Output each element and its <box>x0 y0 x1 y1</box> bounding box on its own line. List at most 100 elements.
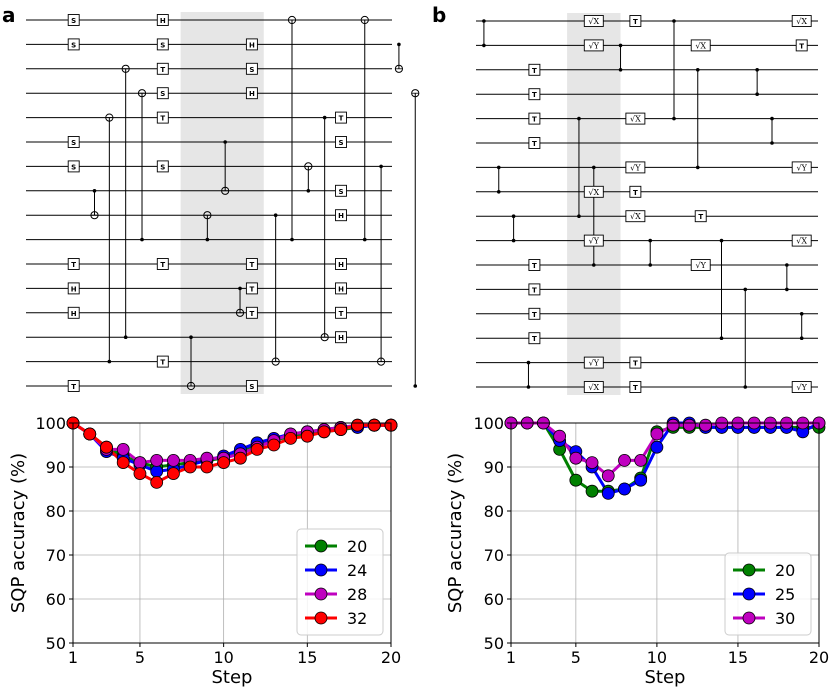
gate-box <box>583 185 604 198</box>
data-point-32 <box>317 425 331 439</box>
gate-label: T <box>250 310 255 318</box>
panel-label-a: a <box>2 3 16 27</box>
data-point-30 <box>650 427 664 441</box>
gate-box <box>528 332 541 345</box>
gate-label: H <box>338 285 344 293</box>
gate-box <box>67 380 80 392</box>
gate-label: √Y <box>589 41 600 50</box>
gate-label: T <box>532 91 537 99</box>
y-tick-label: 100 <box>35 414 66 433</box>
gate-label: T <box>160 261 165 269</box>
x-tick-label: 20 <box>809 648 829 667</box>
data-point-32 <box>183 460 197 474</box>
gate-box <box>67 258 80 270</box>
gate-box <box>156 160 169 173</box>
gate-box <box>156 87 169 100</box>
cz-dot <box>526 360 531 365</box>
cz-dot <box>695 165 700 170</box>
plot-frame <box>72 422 392 644</box>
cz-dot <box>695 68 700 72</box>
gate-label: H <box>71 285 77 293</box>
gate-label: S <box>160 41 165 49</box>
gate-label: T <box>339 115 344 123</box>
gate-label: H <box>249 41 255 49</box>
data-point-28 <box>167 453 180 467</box>
gate-box <box>156 355 169 368</box>
y-axis-title: SQP accuracy (%) <box>445 453 466 613</box>
cz-dot <box>592 165 596 170</box>
cz-dot <box>770 116 774 121</box>
data-point-32 <box>284 431 297 445</box>
cz-dot <box>482 43 486 48</box>
data-point-32 <box>150 475 164 489</box>
legend-box <box>296 528 384 636</box>
x-tick-label: 10 <box>213 648 233 667</box>
gate-box <box>791 234 812 247</box>
gate-label: T <box>698 213 703 221</box>
data-point-32 <box>217 456 231 470</box>
gate-label: S <box>71 139 76 147</box>
gate-label: H <box>160 17 166 25</box>
cz-dot <box>799 336 804 341</box>
data-point-25 <box>618 482 631 496</box>
control-dot <box>413 384 418 388</box>
data-point-25 <box>650 440 664 454</box>
gate-label: √X <box>695 41 706 50</box>
gate-box <box>67 14 80 26</box>
cz-dot <box>799 312 804 316</box>
gate-label: T <box>633 189 638 197</box>
cz-dot <box>648 263 653 267</box>
cz-dot <box>755 68 759 72</box>
cz-dot <box>755 92 759 96</box>
data-point-30 <box>666 418 680 432</box>
gate-box <box>583 15 604 27</box>
cz-dot <box>592 263 596 267</box>
gate-label: T <box>250 261 255 269</box>
control-dot <box>273 213 278 217</box>
cz-dot <box>785 263 789 267</box>
legend-marker-24 <box>314 563 328 577</box>
gate-box <box>528 112 541 125</box>
data-point-32 <box>133 467 147 481</box>
gate-box <box>528 88 541 101</box>
gate-box <box>245 282 258 295</box>
legend-label-32: 32 <box>347 609 367 628</box>
y-tick-label: 60 <box>484 590 504 609</box>
data-point-32 <box>300 429 314 443</box>
gate-box <box>625 161 646 174</box>
gate-label: S <box>160 90 165 98</box>
gate-label: T <box>532 140 537 148</box>
cz-dot <box>672 116 676 121</box>
x-tick-label: 15 <box>297 648 317 667</box>
highlight-band <box>180 12 264 394</box>
control-dot <box>92 189 97 193</box>
gate-box <box>245 87 258 100</box>
control-dot <box>290 237 294 242</box>
gate-box <box>694 210 707 223</box>
gate-label: T <box>160 115 165 123</box>
gate-box <box>67 306 80 319</box>
gate-label: √Y <box>589 237 600 246</box>
x-tick-label: 15 <box>728 648 748 667</box>
gate-box <box>690 39 711 52</box>
data-point-32 <box>116 456 130 470</box>
gate-box <box>67 38 80 51</box>
gate-box <box>583 381 604 393</box>
circuit-b: √X √Y √X √Y √Y √X T T T T T T T T T √X √Y T √X T T √X T √Y √X T √Y… <box>476 13 818 395</box>
data-point-28 <box>150 453 164 467</box>
gate-box <box>528 259 541 271</box>
control-dot <box>107 359 112 364</box>
gate-box <box>528 137 541 149</box>
gate-label: T <box>339 310 344 318</box>
legend: 20 25 30 <box>724 552 812 636</box>
y-tick-label: 80 <box>484 502 504 521</box>
cz-dot <box>618 43 623 48</box>
gate-box <box>629 15 642 27</box>
cz-dot <box>770 141 774 145</box>
data-point-32 <box>250 442 264 456</box>
data-point-32 <box>167 467 180 481</box>
gate-label: T <box>160 359 165 367</box>
gate-label: T <box>799 42 804 50</box>
data-point-30 <box>699 418 712 432</box>
